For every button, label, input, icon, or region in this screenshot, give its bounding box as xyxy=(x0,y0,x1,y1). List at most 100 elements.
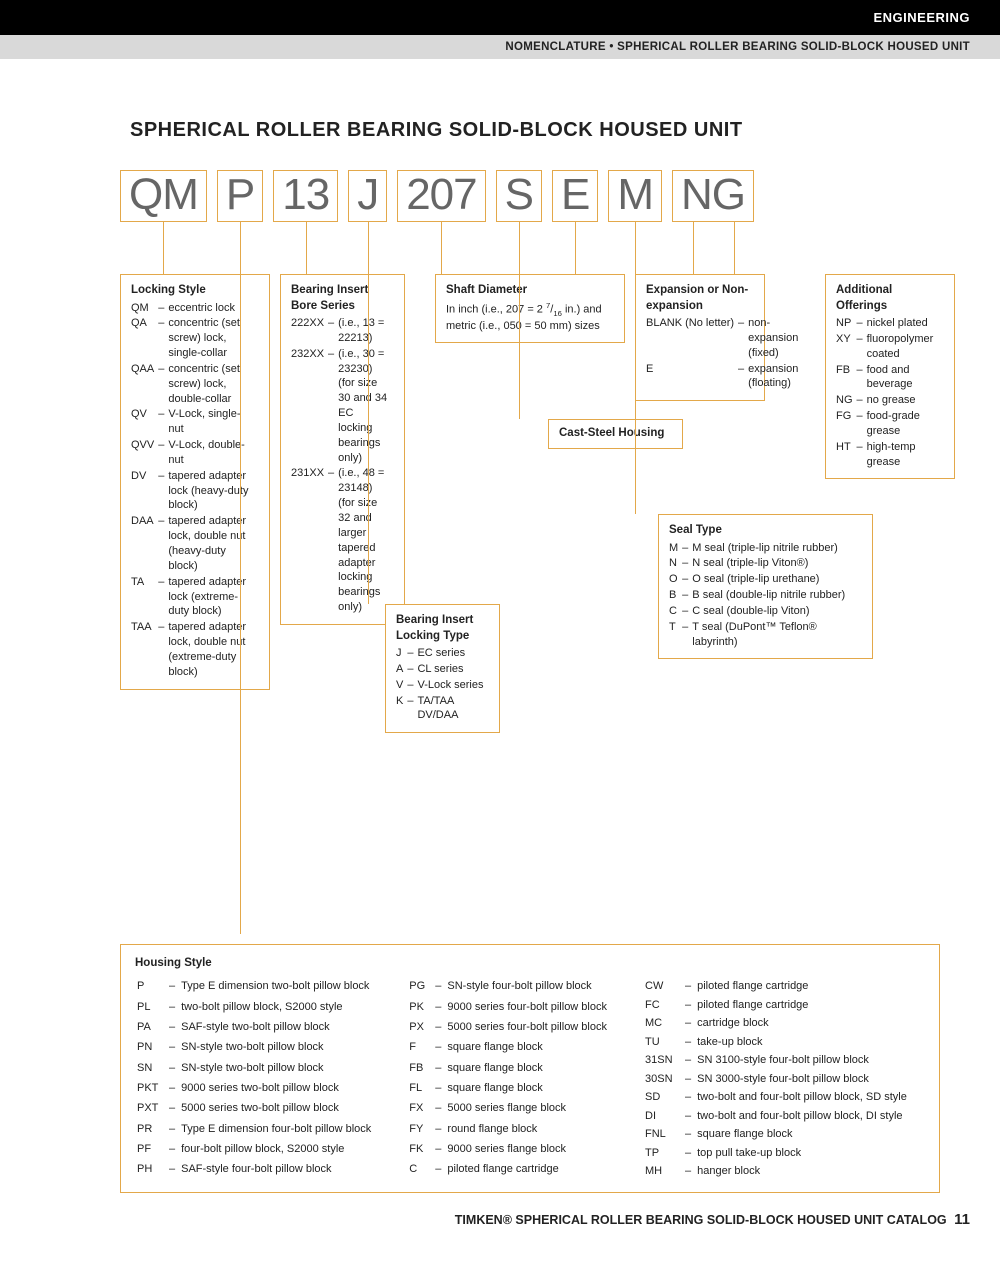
list-item: PG–SN-style four-bolt pillow block xyxy=(409,978,611,996)
list-item: XY–fluoropolymer coated xyxy=(836,332,944,363)
connector-line xyxy=(693,222,694,274)
list-item: PN–SN-style two-bolt pillow block xyxy=(137,1039,375,1057)
description-area: Locking Style QM–eccentric lockQA–concen… xyxy=(130,234,940,934)
additional-heading: Additional Offerings xyxy=(836,283,944,314)
seal-type-box: Seal Type M–M seal (triple-lip nitrile r… xyxy=(658,514,873,659)
list-item: PKT–9000 series two-bolt pillow block xyxy=(137,1080,375,1098)
header-black: ENGINEERING xyxy=(0,0,1000,35)
list-item: O–O seal (triple-lip urethane) xyxy=(669,572,862,588)
header-grey: NOMENCLATURE • SPHERICAL ROLLER BEARING … xyxy=(0,35,1000,59)
connector-line xyxy=(635,222,636,514)
housing-col1: P–Type E dimension two-bolt pillow block… xyxy=(135,976,377,1182)
list-item: PK–9000 series four-bolt pillow block xyxy=(409,999,611,1017)
code-box-2: 13 xyxy=(273,170,338,222)
connector-line xyxy=(306,222,307,274)
bore-series-heading: Bearing Insert Bore Series xyxy=(291,283,394,314)
list-item: P–Type E dimension two-bolt pillow block xyxy=(137,978,375,996)
list-item: FC–piloted flange cartridge xyxy=(645,997,911,1014)
list-item: DI–two-bolt and four-bolt pillow block, … xyxy=(645,1108,911,1125)
locking-style-box: Locking Style QM–eccentric lockQA–concen… xyxy=(120,274,270,690)
seal-type-list: M–M seal (triple-lip nitrile rubber)N–N … xyxy=(669,541,862,651)
page-title: SPHERICAL ROLLER BEARING SOLID-BLOCK HOU… xyxy=(130,119,940,142)
list-item: MH–hanger block xyxy=(645,1163,911,1180)
list-item: T–T seal (DuPont™ Teflon® labyrinth) xyxy=(669,620,862,651)
list-item: SD–two-bolt and four-bolt pillow block, … xyxy=(645,1089,911,1106)
list-item: 231XX–(i.e., 48 = 23148) (for size 32 an… xyxy=(291,466,394,615)
code-box-7: M xyxy=(608,170,662,222)
housing-style-heading: Housing Style xyxy=(135,955,925,972)
connector-line xyxy=(441,222,442,274)
connector-line xyxy=(734,222,735,274)
list-item: 222XX–(i.e., 13 = 22213) xyxy=(291,316,394,347)
list-item: PA–SAF-style two-bolt pillow block xyxy=(137,1019,375,1037)
list-item: FL–square flange block xyxy=(409,1080,611,1098)
list-item: PXT–5000 series two-bolt pillow block xyxy=(137,1100,375,1118)
nomenclature-code-row: QMP13J207SEMNG xyxy=(120,170,940,222)
connector-line xyxy=(240,222,241,934)
locking-type-list: J–EC seriesA–CL seriesV–V-Lock seriesK–T… xyxy=(396,646,489,724)
list-item: MC–cartridge block xyxy=(645,1015,911,1032)
connector-line xyxy=(519,222,520,419)
expansion-heading: Expansion or Non-expansion xyxy=(646,283,754,314)
code-box-1: P xyxy=(217,170,263,222)
list-item: TU–take-up block xyxy=(645,1034,911,1051)
bore-series-box: Bearing Insert Bore Series 222XX–(i.e., … xyxy=(280,274,405,625)
additional-box: Additional Offerings NP–nickel platedXY–… xyxy=(825,274,955,479)
list-item: N–N seal (triple-lip Viton®) xyxy=(669,556,862,572)
list-item: B–B seal (double-lip nitrile rubber) xyxy=(669,588,862,604)
code-box-6: E xyxy=(552,170,598,222)
list-item: FX–5000 series flange block xyxy=(409,1100,611,1118)
additional-list: NP–nickel platedXY–fluoropolymer coatedF… xyxy=(836,316,944,470)
list-item: FK–9000 series flange block xyxy=(409,1141,611,1159)
list-item: V–V-Lock series xyxy=(396,678,489,694)
code-box-8: NG xyxy=(672,170,754,222)
list-item: F–square flange block xyxy=(409,1039,611,1057)
list-item: FG–food-grade grease xyxy=(836,409,944,440)
list-item: M–M seal (triple-lip nitrile rubber) xyxy=(669,541,862,557)
housing-style-box: Housing Style P–Type E dimension two-bol… xyxy=(120,944,940,1193)
connector-line xyxy=(575,222,576,274)
code-box-4: 207 xyxy=(397,170,485,222)
expansion-list: BLANK (No letter)–non-expansion (fixed)E… xyxy=(646,316,802,392)
page-number: 11 xyxy=(954,1211,970,1228)
list-item: HT–high-temp grease xyxy=(836,440,944,471)
footer-text: TIMKEN® SPHERICAL ROLLER BEARING SOLID-B… xyxy=(455,1213,947,1227)
list-item: FNL–square flange block xyxy=(645,1126,911,1143)
housing-col2: PG–SN-style four-bolt pillow block PK–900… xyxy=(407,976,613,1182)
shaft-diameter-text: In inch (i.e., 207 = 2 7/16 in.) and met… xyxy=(446,301,614,334)
housing-col3: CW–piloted flange cartridgeFC–piloted fl… xyxy=(643,976,913,1182)
list-item: TP–top pull take-up block xyxy=(645,1145,911,1162)
list-item: C–piloted flange cartridge xyxy=(409,1161,611,1179)
list-item: C–C seal (double-lip Viton) xyxy=(669,604,862,620)
code-box-3: J xyxy=(348,170,387,222)
connector-line xyxy=(368,222,369,604)
connector-line xyxy=(163,222,164,274)
list-item: FB–square flange block xyxy=(409,1060,611,1078)
list-item: 30SN–SN 3000-style four-bolt pillow bloc… xyxy=(645,1071,911,1088)
list-item: FB–food and beverage xyxy=(836,363,944,394)
cast-steel-box: Cast-Steel Housing xyxy=(548,419,683,449)
list-item: E–expansion (floating) xyxy=(646,362,802,393)
list-item: PL–two-bolt pillow block, S2000 style xyxy=(137,999,375,1017)
list-item: PF–four-bolt pillow block, S2000 style xyxy=(137,1141,375,1159)
shaft-diameter-box: Shaft Diameter In inch (i.e., 207 = 2 7/… xyxy=(435,274,625,343)
list-item: SN–SN-style two-bolt pillow block xyxy=(137,1060,375,1078)
list-item: BLANK (No letter)–non-expansion (fixed) xyxy=(646,316,802,362)
list-item: J–EC series xyxy=(396,646,489,662)
locking-type-heading: Bearing Insert Locking Type xyxy=(396,613,489,644)
cast-steel-heading: Cast-Steel Housing xyxy=(559,426,672,442)
list-item: NG–no grease xyxy=(836,393,944,409)
locking-type-box: Bearing Insert Locking Type J–EC seriesA… xyxy=(385,604,500,733)
list-item: K–TA/TAA DV/DAA xyxy=(396,694,489,725)
code-box-5: S xyxy=(496,170,542,222)
list-item: PX–5000 series four-bolt pillow block xyxy=(409,1019,611,1037)
bore-series-list: 222XX–(i.e., 13 = 22213)232XX–(i.e., 30 … xyxy=(291,316,394,616)
list-item: NP–nickel plated xyxy=(836,316,944,332)
list-item: PR–Type E dimension four-bolt pillow blo… xyxy=(137,1121,375,1139)
expansion-box: Expansion or Non-expansion BLANK (No let… xyxy=(635,274,765,401)
list-item: PH–SAF-style four-bolt pillow block xyxy=(137,1161,375,1179)
shaft-diameter-heading: Shaft Diameter xyxy=(446,283,614,299)
code-box-0: QM xyxy=(120,170,207,222)
list-item: FY–round flange block xyxy=(409,1121,611,1139)
footer: TIMKEN® SPHERICAL ROLLER BEARING SOLID-B… xyxy=(455,1211,970,1228)
